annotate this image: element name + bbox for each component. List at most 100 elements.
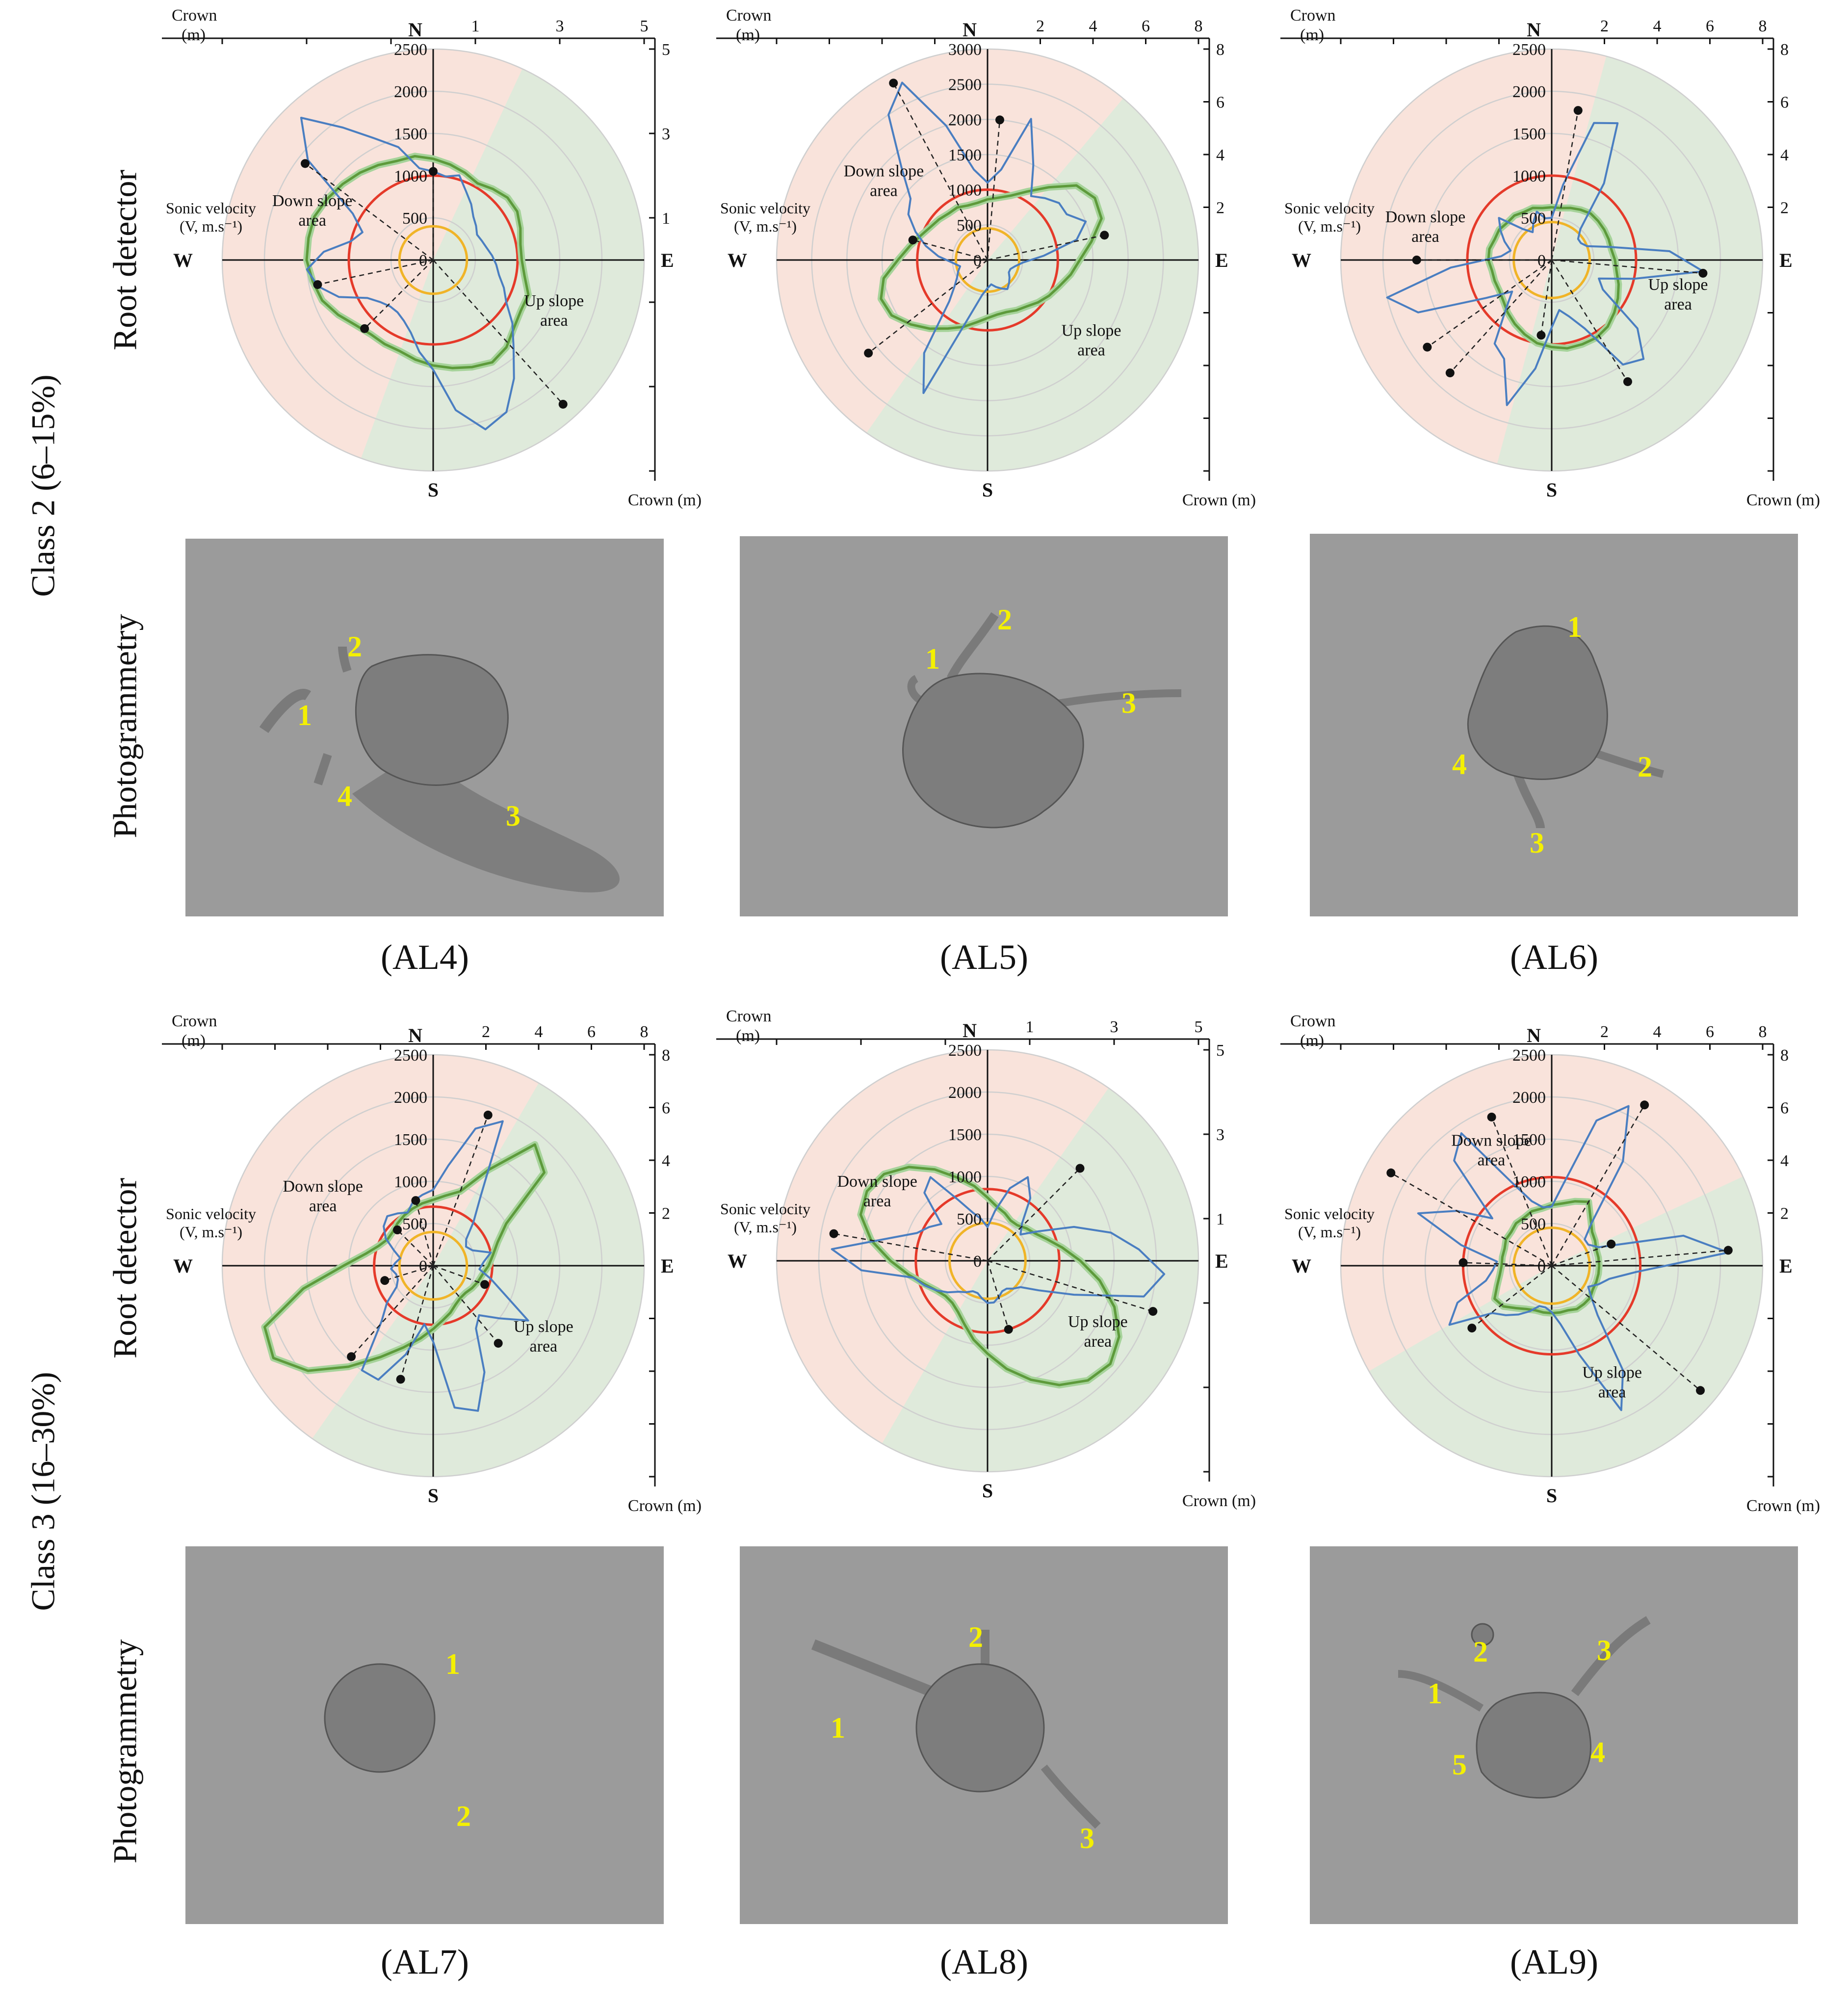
velocity-tick-label: 500 [402, 209, 427, 228]
row-label-class3: Class 3 (16–30%) [24, 1372, 62, 1611]
root-ray [1551, 1243, 1612, 1267]
root-ray [868, 260, 988, 354]
crown-tick-label: 8 [1216, 41, 1224, 59]
root-ray [1551, 110, 1579, 261]
crown-tick-label: 5 [1195, 1018, 1203, 1036]
caption-al8: (AL8) [940, 1942, 1028, 1981]
down-slope-label: Down slope [1385, 208, 1465, 226]
photo-label: 2 [1638, 751, 1652, 783]
velocity-tick-label: 500 [402, 1215, 427, 1233]
root-point [347, 1352, 356, 1361]
down-slope-area-label: area [1411, 228, 1439, 246]
root-point [1004, 1325, 1013, 1334]
photo-label: 2 [968, 1621, 983, 1653]
down-slope-label: Down slope [272, 192, 352, 210]
root-point [494, 1339, 503, 1348]
root-point [380, 1276, 390, 1285]
velocity-tick-label: 2500 [394, 1046, 427, 1065]
photo-label: 4 [1452, 748, 1467, 781]
compass-west: W [728, 1250, 747, 1272]
crown-tick-label: 3 [662, 125, 670, 143]
up-slope-region [1369, 1176, 1763, 1477]
crown-tick-label: 8 [1759, 1023, 1767, 1041]
crown-tick-label: 6 [1706, 1023, 1714, 1041]
up-slope-area-label: area [1598, 1383, 1626, 1401]
root-3-shape [1041, 1765, 1101, 1829]
root-ray [1471, 1265, 1552, 1329]
root-ray [1449, 260, 1552, 373]
velocity-tick-label: 2500 [1512, 41, 1546, 59]
reference-ring-yellow [398, 225, 469, 295]
compass-west: W [173, 249, 193, 271]
crown-tick-label: 3 [556, 17, 564, 35]
crown-top-title: Crown [726, 1007, 772, 1025]
trunk-shape [1467, 625, 1608, 780]
velocity-tick-label: 0 [1537, 252, 1546, 270]
crown-tick-label: 3 [1110, 1018, 1119, 1036]
up-slope-area-label: area [540, 312, 568, 330]
root-point [429, 167, 438, 176]
up-slope-label: Up slope [1582, 1363, 1642, 1381]
root-ray [1540, 260, 1553, 336]
sonic-velocity-unit: (V, m.s⁻¹) [1298, 217, 1361, 235]
root-point [1536, 331, 1546, 340]
compass-west: W [728, 249, 747, 271]
reference-ring-red [914, 1188, 1061, 1334]
sonic-velocity-line [887, 81, 1087, 394]
root-1-shape [259, 689, 312, 733]
radar-chart-al5: 0 500 1000 1500 2000 2500 3000 2 2 4 4 6 6 88 N S E W Crow… [716, 6, 1256, 509]
root-ray [1551, 1250, 1728, 1267]
root-ray [351, 1265, 434, 1357]
caption-al7: (AL7) [381, 1942, 469, 1981]
photo-al9-render: 1 2 3 4 5 [1398, 1616, 1651, 1798]
up-slope-label: Up slope [1648, 276, 1708, 294]
root-point [393, 1225, 402, 1235]
caption-al9: (AL9) [1510, 1942, 1598, 1981]
compass-east: E [1779, 1255, 1793, 1277]
photo-al4: 1 2 3 4 [185, 539, 664, 916]
velocity-tick-label: 1500 [1512, 1131, 1546, 1149]
crown-top-unit: (m) [1300, 26, 1324, 44]
velocity-tick-label: 2000 [948, 111, 982, 129]
root-ray [433, 260, 564, 405]
velocity-tick-label: 2000 [394, 1089, 427, 1107]
up-slope-label: Up slope [1062, 321, 1121, 339]
root-ray [1390, 1172, 1552, 1267]
root-point [864, 348, 873, 358]
photo-label: 2 [347, 630, 362, 663]
radar-panel-al5: 0 500 1000 1500 2000 2500 3000 2 2 4 4 6 6 8 8 N S E W Crow… [711, 6, 1275, 520]
velocity-tick-label: 1000 [1512, 1173, 1546, 1191]
crown-right-title: Crown (m) [1182, 1492, 1256, 1510]
velocity-tick-label: 0 [973, 252, 982, 270]
root-point [1696, 1386, 1705, 1395]
compass-north: N [1527, 19, 1541, 41]
compass-east: E [1215, 1250, 1228, 1272]
photo-al4-render: 1 2 3 4 [259, 630, 620, 893]
root-ray [432, 1115, 489, 1266]
sonic-velocity-label: Sonic velocity [720, 199, 810, 217]
sonic-velocity-label: Sonic velocity [166, 1205, 256, 1223]
crown-tick-label: 2 [482, 1023, 490, 1041]
compass-east: E [661, 249, 674, 271]
root-2-shape [1471, 1623, 1494, 1646]
crown-right-title: Crown (m) [628, 1497, 702, 1515]
radar-panel-al6: 0 500 1000 1500 2000 2500 2 2 4 4 6 6 8 8 N S E W Crown (m)… [1275, 6, 1840, 520]
root-ray [1427, 259, 1552, 348]
root-point [1698, 268, 1708, 278]
root-point [558, 399, 568, 409]
crown-tick-label: 2 [1600, 1023, 1609, 1041]
crown-tick-label: 4 [1780, 146, 1789, 164]
root-ray [1551, 1265, 1701, 1391]
trunk-shape [902, 673, 1084, 829]
velocity-tick-label: 2500 [1512, 1046, 1546, 1065]
crown-tick-label: 1 [1026, 1018, 1034, 1036]
photo-al6: 1 2 3 4 [1310, 534, 1798, 916]
crown-tick-label: 5 [640, 17, 649, 35]
photo-label: 3 [1530, 827, 1544, 859]
radar-chart-al6: 0 500 1000 1500 2000 2500 2 2 4 4 6 6 88 N S E W Crown(m)… [1280, 6, 1820, 509]
sonic-velocity-line [831, 1176, 1166, 1304]
crown-top-title: Crown [726, 6, 772, 25]
crown-top-title: Crown [172, 1012, 217, 1030]
root-point [1640, 1100, 1649, 1110]
down-slope-area-label: area [863, 1192, 891, 1210]
